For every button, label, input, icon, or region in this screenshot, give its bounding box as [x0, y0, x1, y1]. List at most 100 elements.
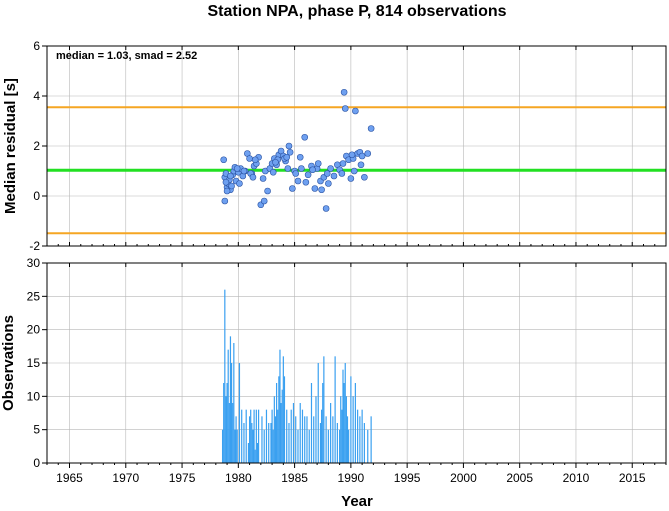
bar	[243, 423, 245, 463]
bar	[248, 416, 251, 463]
bar	[340, 396, 342, 463]
data-point	[259, 175, 267, 182]
bar	[282, 356, 284, 463]
x-tick-label: 2010	[563, 471, 590, 485]
bar	[277, 409, 279, 463]
data-point	[352, 107, 359, 115]
y-tick-label: 0	[33, 189, 40, 203]
data-point	[314, 160, 322, 167]
data-point	[323, 170, 331, 177]
data-point	[227, 172, 234, 180]
year-x-label: Year	[341, 493, 373, 510]
residual-grid	[47, 45, 666, 247]
data-point	[350, 167, 358, 175]
bar	[286, 409, 288, 463]
bar	[359, 416, 361, 463]
data-point	[358, 152, 366, 160]
bar	[235, 416, 237, 463]
y-tick-label: -2	[29, 239, 40, 253]
bar	[325, 416, 327, 463]
bar	[288, 423, 290, 463]
bar	[370, 416, 372, 463]
bar	[279, 349, 281, 463]
chart-title: Station NPA, phase P, 814 observations	[207, 3, 506, 20]
bar	[229, 336, 232, 463]
bar	[323, 356, 325, 463]
data-point	[340, 88, 348, 96]
data-point	[361, 173, 368, 181]
bar	[336, 423, 338, 463]
bar	[343, 383, 345, 463]
median-smad-annotation: median = 1.03, smad = 2.52	[56, 50, 197, 62]
bar	[221, 429, 224, 463]
data-point	[251, 156, 259, 164]
bar	[265, 409, 268, 463]
bar	[295, 416, 297, 463]
bar	[317, 363, 319, 463]
x-tick-label: 1995	[394, 471, 421, 485]
residual-y-label: Median residual [s]	[2, 78, 19, 214]
bar	[273, 396, 275, 463]
y-tick-label: 10	[27, 389, 41, 403]
x-tick-label: 1965	[56, 471, 83, 485]
bar	[252, 429, 254, 463]
x-tick-label: 2005	[506, 471, 533, 485]
bar	[330, 403, 332, 463]
bar	[342, 369, 344, 463]
data-point	[233, 165, 241, 172]
bar	[245, 409, 247, 463]
x-tick-label: 1970	[112, 471, 139, 485]
bar	[350, 376, 352, 463]
bar	[290, 409, 292, 463]
data-point	[330, 172, 338, 180]
y-tick-label: 15	[27, 356, 41, 370]
bar	[308, 429, 310, 463]
bar	[322, 383, 324, 463]
data-point	[304, 171, 312, 179]
bar	[254, 449, 256, 463]
data-point	[223, 187, 231, 195]
bar	[363, 423, 365, 463]
bar	[281, 389, 283, 463]
bar	[332, 416, 334, 463]
data-point	[284, 165, 292, 172]
data-point	[339, 160, 347, 167]
bar	[319, 423, 322, 463]
data-point	[309, 166, 316, 174]
bar	[304, 416, 306, 463]
data-point	[294, 177, 302, 185]
bar	[224, 289, 226, 463]
residual-points	[220, 88, 375, 212]
bar	[339, 429, 341, 463]
bar	[346, 416, 349, 463]
bar	[241, 409, 243, 463]
bar	[223, 383, 225, 463]
data-point	[260, 197, 268, 205]
bar	[225, 396, 227, 463]
y-tick-label: 5	[33, 423, 40, 437]
y-tick-label: 20	[27, 323, 41, 337]
data-point	[292, 170, 300, 177]
bar	[313, 416, 315, 463]
data-point	[264, 187, 271, 195]
bar	[357, 409, 359, 463]
bar	[268, 423, 270, 463]
y-tick-label: 0	[33, 456, 40, 470]
data-point	[298, 165, 305, 172]
data-point	[301, 133, 309, 141]
bar	[327, 429, 329, 463]
observations-ticks: 1965 1970 1975 1980 1985 1990 1995 2000 2005 2010…	[27, 256, 667, 485]
data-point	[220, 156, 227, 164]
data-point	[249, 173, 257, 181]
bar	[238, 363, 241, 463]
bar	[275, 383, 278, 463]
data-point	[240, 167, 248, 175]
data-point	[311, 185, 319, 192]
bar	[226, 383, 228, 463]
data-point	[228, 182, 235, 190]
bar	[344, 363, 346, 463]
bar	[233, 343, 235, 463]
observations-panel: 1965 1970 1975 1980 1985 1990 1995 2000 2005 2010…	[0, 256, 667, 510]
data-point	[272, 158, 279, 166]
bar	[341, 409, 343, 463]
